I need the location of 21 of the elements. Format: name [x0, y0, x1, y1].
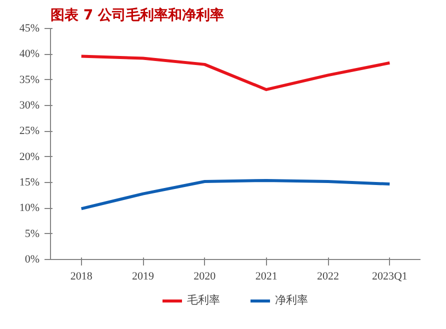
x-tick-label: 2020 — [194, 270, 216, 282]
x-tick-label: 2021 — [255, 270, 278, 282]
y-tick-label: 0% — [24, 254, 40, 266]
line-series — [80, 54, 392, 92]
x-tick-label: 2018 — [70, 270, 93, 282]
y-tick-label: 45% — [19, 22, 40, 34]
x-tick-label: 2023Q1 — [372, 270, 408, 282]
y-tick-label: 5% — [24, 228, 40, 240]
x-tick-label: 2022 — [317, 270, 339, 282]
legend-label: 毛利率 — [187, 292, 220, 308]
legend-label: 净利率 — [275, 292, 308, 308]
y-tick-label: 40% — [19, 48, 40, 60]
line-series — [80, 178, 392, 210]
chart-title: 图表 7 公司毛利率和净利率 — [50, 6, 224, 24]
y-tick-label: 15% — [19, 176, 40, 188]
y-tick-label: 10% — [19, 202, 40, 214]
x-tick-label: 2019 — [132, 270, 154, 282]
y-tick-label: 35% — [19, 74, 40, 86]
y-tick-label: 20% — [19, 150, 40, 163]
y-tick-label: 30% — [19, 100, 40, 112]
y-tick-label: 25% — [19, 125, 40, 138]
